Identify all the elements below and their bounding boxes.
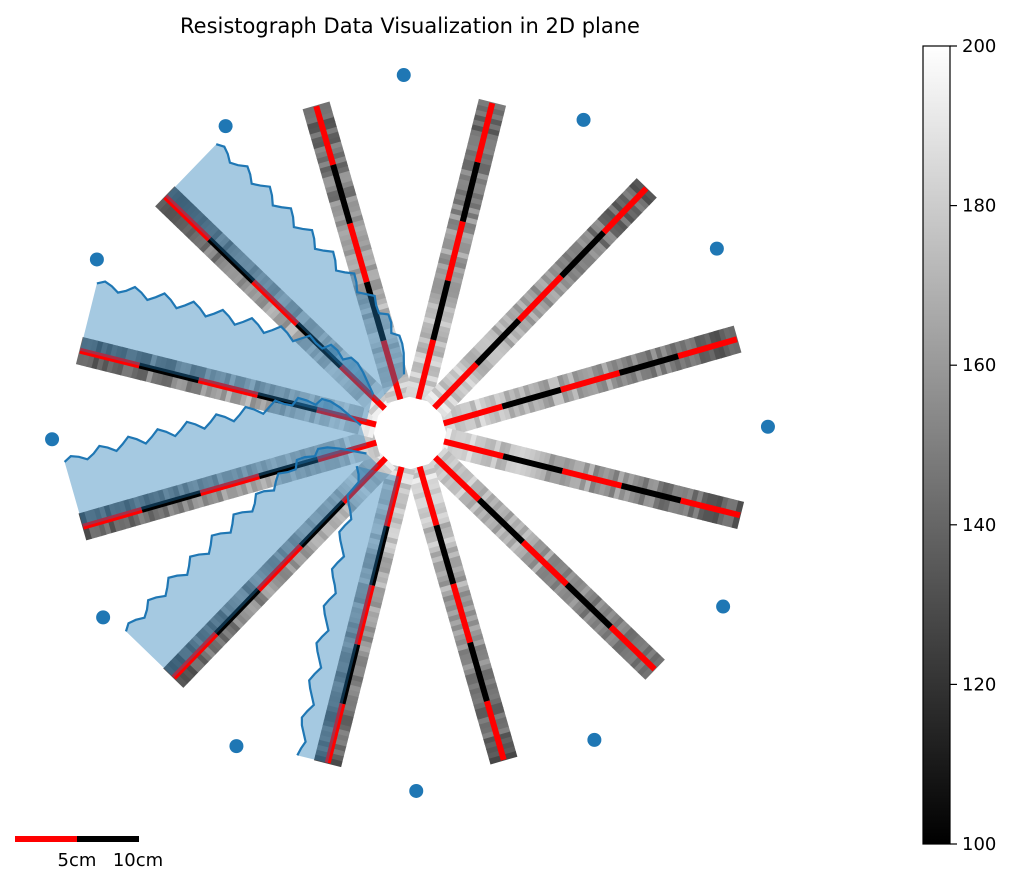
chart-title: Resistograph Data Visualization in 2D pl… — [180, 14, 640, 38]
boundary-marker-10 — [397, 68, 411, 82]
boundary-marker-7 — [45, 432, 59, 446]
colorbar-ticks: 100 120 140 160 180 200 — [950, 36, 996, 855]
colorbar: 100 120 140 160 180 200 — [923, 36, 996, 855]
boundary-marker-5 — [229, 739, 243, 753]
colorbar-gradient — [923, 46, 950, 844]
scale-bar: 5cm 10cm — [15, 839, 163, 871]
scale-bar-label-5cm: 5cm — [58, 850, 97, 871]
boundary-marker-1 — [761, 420, 775, 434]
colorbar-tick-label: 160 — [962, 355, 996, 376]
colorbar-tick-label: 120 — [962, 674, 996, 695]
colorbar-tick-label: 180 — [962, 196, 996, 217]
boundary-marker-4 — [409, 784, 423, 798]
boundary-marker-6 — [96, 610, 110, 624]
boundary-marker-3 — [587, 733, 601, 747]
colorbar-tick-label: 200 — [962, 36, 996, 57]
colorbar-tick-label: 140 — [962, 515, 996, 536]
scale-bar-label-10cm: 10cm — [113, 850, 163, 871]
boundary-marker-11 — [577, 113, 591, 127]
boundary-marker-12 — [710, 242, 724, 256]
boundary-marker-2 — [716, 600, 730, 614]
boundary-marker-9 — [219, 119, 233, 133]
boundary-marker-8 — [90, 252, 104, 266]
colorbar-tick-label: 100 — [962, 834, 996, 855]
